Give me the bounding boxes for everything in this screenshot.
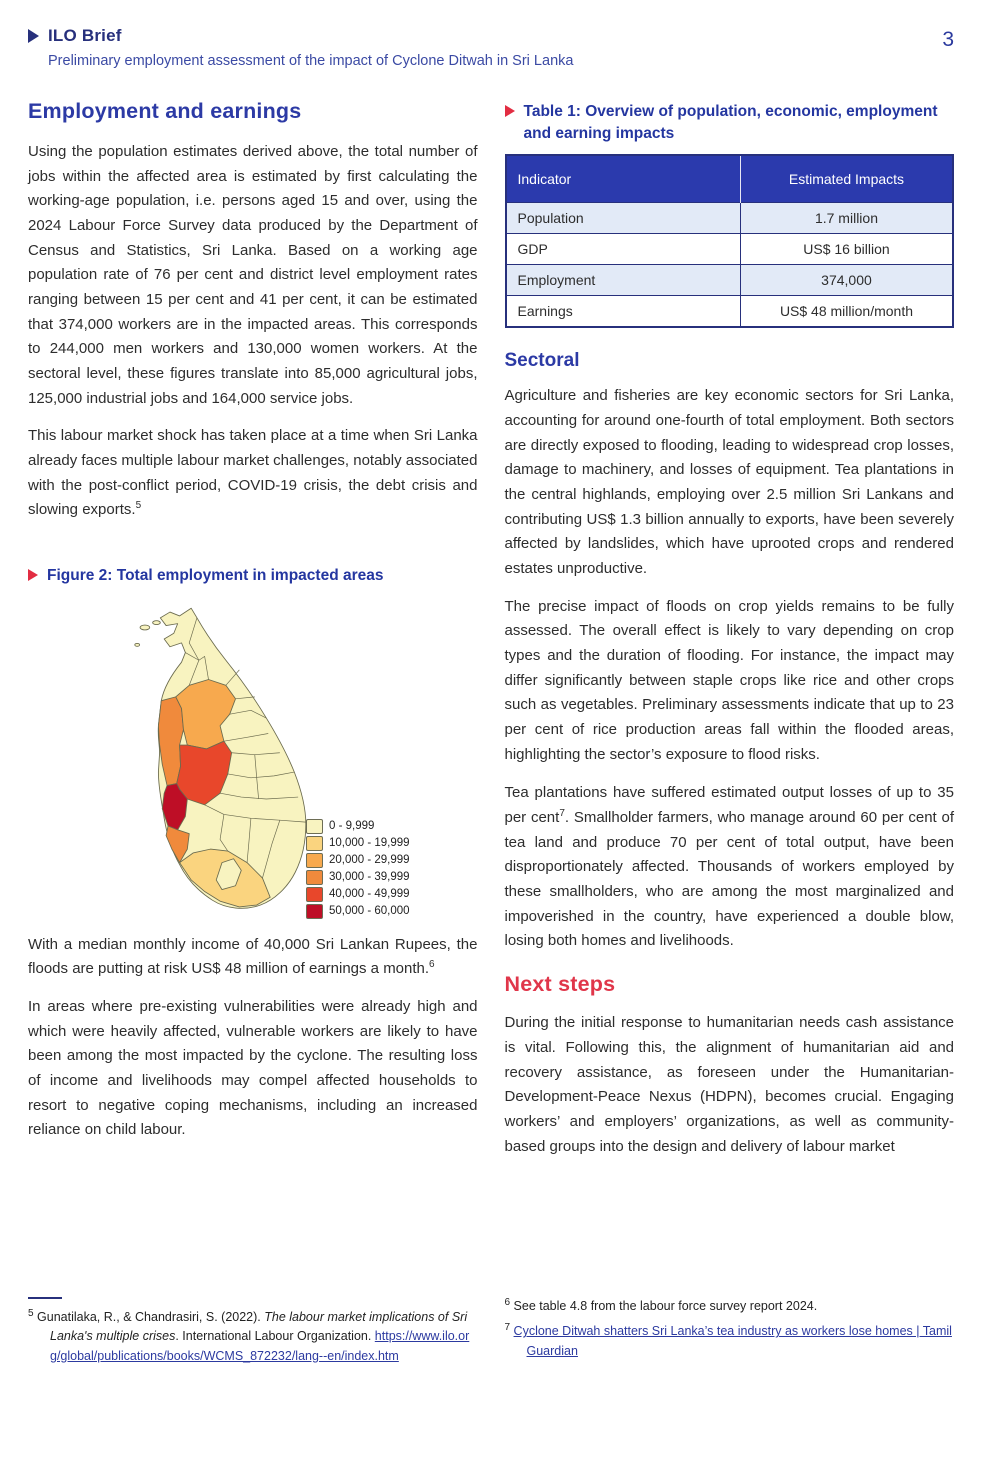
indicator-cell: Employment	[505, 264, 741, 296]
footnote-ref-6: 6	[429, 959, 435, 971]
table-caption: Table 1: Overview of population, economi…	[504, 101, 955, 144]
caption-arrow-icon	[504, 105, 515, 117]
footnotes: 5 Gunatilaka, R., & Chandrasiri, S. (202…	[28, 1297, 954, 1372]
footnote-7: 7 Cyclone Ditwah shatters Sri Lanka’s te…	[505, 1322, 955, 1361]
paragraph: With a median monthly income of 40,000 S…	[28, 933, 478, 982]
paragraph-text: . Smallholder farmers, who manage around…	[504, 809, 955, 950]
table-row: Population 1.7 million	[505, 202, 953, 234]
brand-arrow-icon	[28, 29, 39, 43]
paragraph: Tea plantations have suffered estimated …	[505, 781, 955, 954]
brand-line: ILO Brief	[28, 26, 573, 46]
impact-cell: 1.7 million	[740, 202, 953, 234]
table-body: Population 1.7 million GDP US$ 16 billion Em…	[505, 202, 953, 328]
district-central-red	[176, 740, 233, 805]
footnote-5: 5 Gunatilaka, R., & Chandrasiri, S. (202…	[28, 1308, 478, 1366]
legend-swatch	[306, 869, 323, 885]
header-indicator: Indicator	[505, 155, 741, 203]
table-row: GDP US$ 16 billion	[505, 233, 953, 265]
footnotes-left: 5 Gunatilaka, R., & Chandrasiri, S. (202…	[28, 1297, 478, 1372]
header-estimated-impacts: Estimated Impacts	[740, 155, 953, 203]
impact-cell: 374,000	[740, 264, 953, 296]
page-header: ILO Brief Preliminary employment assessm…	[28, 26, 954, 69]
paragraph-text: This labour market shock has taken place…	[28, 427, 478, 519]
impacts-table: Indicator Estimated Impacts Population 1.…	[504, 154, 954, 329]
footnote-6: 6 See table 4.8 from the labour force su…	[505, 1297, 955, 1316]
page-number: 3	[942, 28, 954, 51]
legend-label: 50,000 - 60,000	[329, 905, 410, 918]
footnote-rule	[28, 1297, 62, 1299]
legend-swatch	[306, 903, 323, 919]
footnote-text: Gunatilaka, R., & Chandrasiri, S. (2022)…	[37, 1310, 265, 1324]
footnote-5-link[interactable]: https://www.ilo.org/global/publications/…	[50, 1329, 470, 1363]
legend-swatch	[306, 886, 323, 902]
footnote-text: See table 4.8 from the labour force surv…	[513, 1299, 818, 1313]
district-boundaries	[185, 617, 306, 878]
paragraph-text: Tea plantations have suffered estimated …	[504, 784, 955, 827]
legend-label: 30,000 - 39,999	[329, 871, 410, 884]
indicator-cell: Earnings	[505, 295, 741, 328]
figure-map: 0 - 9,999 10,000 - 19,999 20,000 - 29,999 3…	[116, 597, 466, 927]
footnote-number: 7	[504, 1322, 511, 1334]
district-kalutara	[165, 825, 190, 863]
map-islet	[134, 642, 141, 647]
table-caption-text: Table 1: Overview of population, economi…	[523, 103, 938, 142]
legend-label: 40,000 - 49,999	[329, 888, 410, 901]
indicator-cell: GDP	[505, 233, 741, 265]
figure-caption-text: Figure 2: Total employment in impacted a…	[47, 567, 384, 585]
section-title-next-steps: Next steps	[504, 972, 616, 997]
legend-swatch	[306, 852, 323, 868]
section-title-sectoral: Sectoral	[504, 350, 580, 372]
map-legend: 0 - 9,999 10,000 - 19,999 20,000 - 29,999 3…	[306, 818, 410, 919]
footnote-number: 6	[504, 1296, 511, 1308]
map-islet	[139, 624, 151, 631]
legend-swatch	[306, 835, 323, 851]
paragraph: During the initial response to humanitar…	[504, 1014, 955, 1155]
paragraph: Agriculture and fisheries are key econom…	[504, 387, 955, 578]
legend-swatch	[306, 818, 323, 834]
legend-item: 50,000 - 60,000	[306, 903, 410, 919]
legend-item: 10,000 - 19,999	[306, 835, 410, 851]
district-south-pale	[215, 858, 242, 890]
paragraph: In areas where pre-existing vulnerabilit…	[28, 998, 478, 1139]
paragraph: This labour market shock has taken place…	[28, 424, 478, 523]
paragraph: Using the population estimates derived a…	[28, 143, 478, 407]
footnote-ref-7: 7	[559, 808, 565, 820]
district-colombo	[161, 782, 188, 831]
header-left: ILO Brief Preliminary employment assessm…	[28, 26, 573, 69]
figure-caption: Figure 2: Total employment in impacted a…	[28, 565, 478, 587]
table-header-row: Indicator Estimated Impacts	[505, 155, 953, 203]
footnote-number: 5	[28, 1307, 34, 1319]
impact-cell: US$ 48 million/month	[740, 295, 953, 328]
map-islet	[152, 620, 161, 625]
paragraph-text: With a median monthly income of 40,000 S…	[28, 935, 478, 978]
section-title-employment: Employment and earnings	[28, 99, 302, 123]
footnotes-right: 6 See table 4.8 from the labour force su…	[505, 1297, 955, 1372]
content-columns: Employment and earnings Using the popula…	[28, 95, 954, 1287]
footnote-text: . International Labour Organization.	[175, 1329, 375, 1344]
indicator-cell: Population	[505, 202, 741, 234]
legend-label: 20,000 - 29,999	[329, 854, 410, 867]
legend-label: 0 - 9,999	[329, 820, 375, 833]
caption-arrow-icon	[28, 569, 38, 582]
paragraph: The precise impact of floods on crop yie…	[504, 597, 955, 763]
legend-item: 20,000 - 29,999	[306, 852, 410, 868]
document-subtitle: Preliminary employment assessment of the…	[48, 53, 574, 69]
district-kurunegala	[175, 678, 236, 750]
right-column: Table 1: Overview of population, economi…	[504, 95, 955, 1172]
left-column: Employment and earnings Using the popula…	[28, 95, 478, 1172]
legend-label: 10,000 - 19,999	[329, 837, 410, 850]
legend-item: 0 - 9,999	[306, 818, 410, 834]
footnote-italic-title: The labour market implications of Sri La…	[50, 1310, 468, 1344]
sri-lanka-map	[134, 607, 307, 909]
legend-item: 30,000 - 39,999	[306, 869, 410, 885]
brand-title: ILO Brief	[48, 26, 122, 45]
table-row: Earnings US$ 48 million/month	[505, 295, 953, 328]
table-head: Indicator Estimated Impacts	[505, 155, 953, 203]
footnote-7-link[interactable]: Cyclone Ditwah shatters Sri Lanka’s tea …	[513, 1324, 952, 1358]
impact-cell: US$ 16 billion	[740, 233, 953, 265]
table-row: Employment 374,000	[505, 264, 953, 296]
legend-item: 40,000 - 49,999	[306, 886, 410, 902]
footnote-ref-5: 5	[135, 500, 142, 512]
